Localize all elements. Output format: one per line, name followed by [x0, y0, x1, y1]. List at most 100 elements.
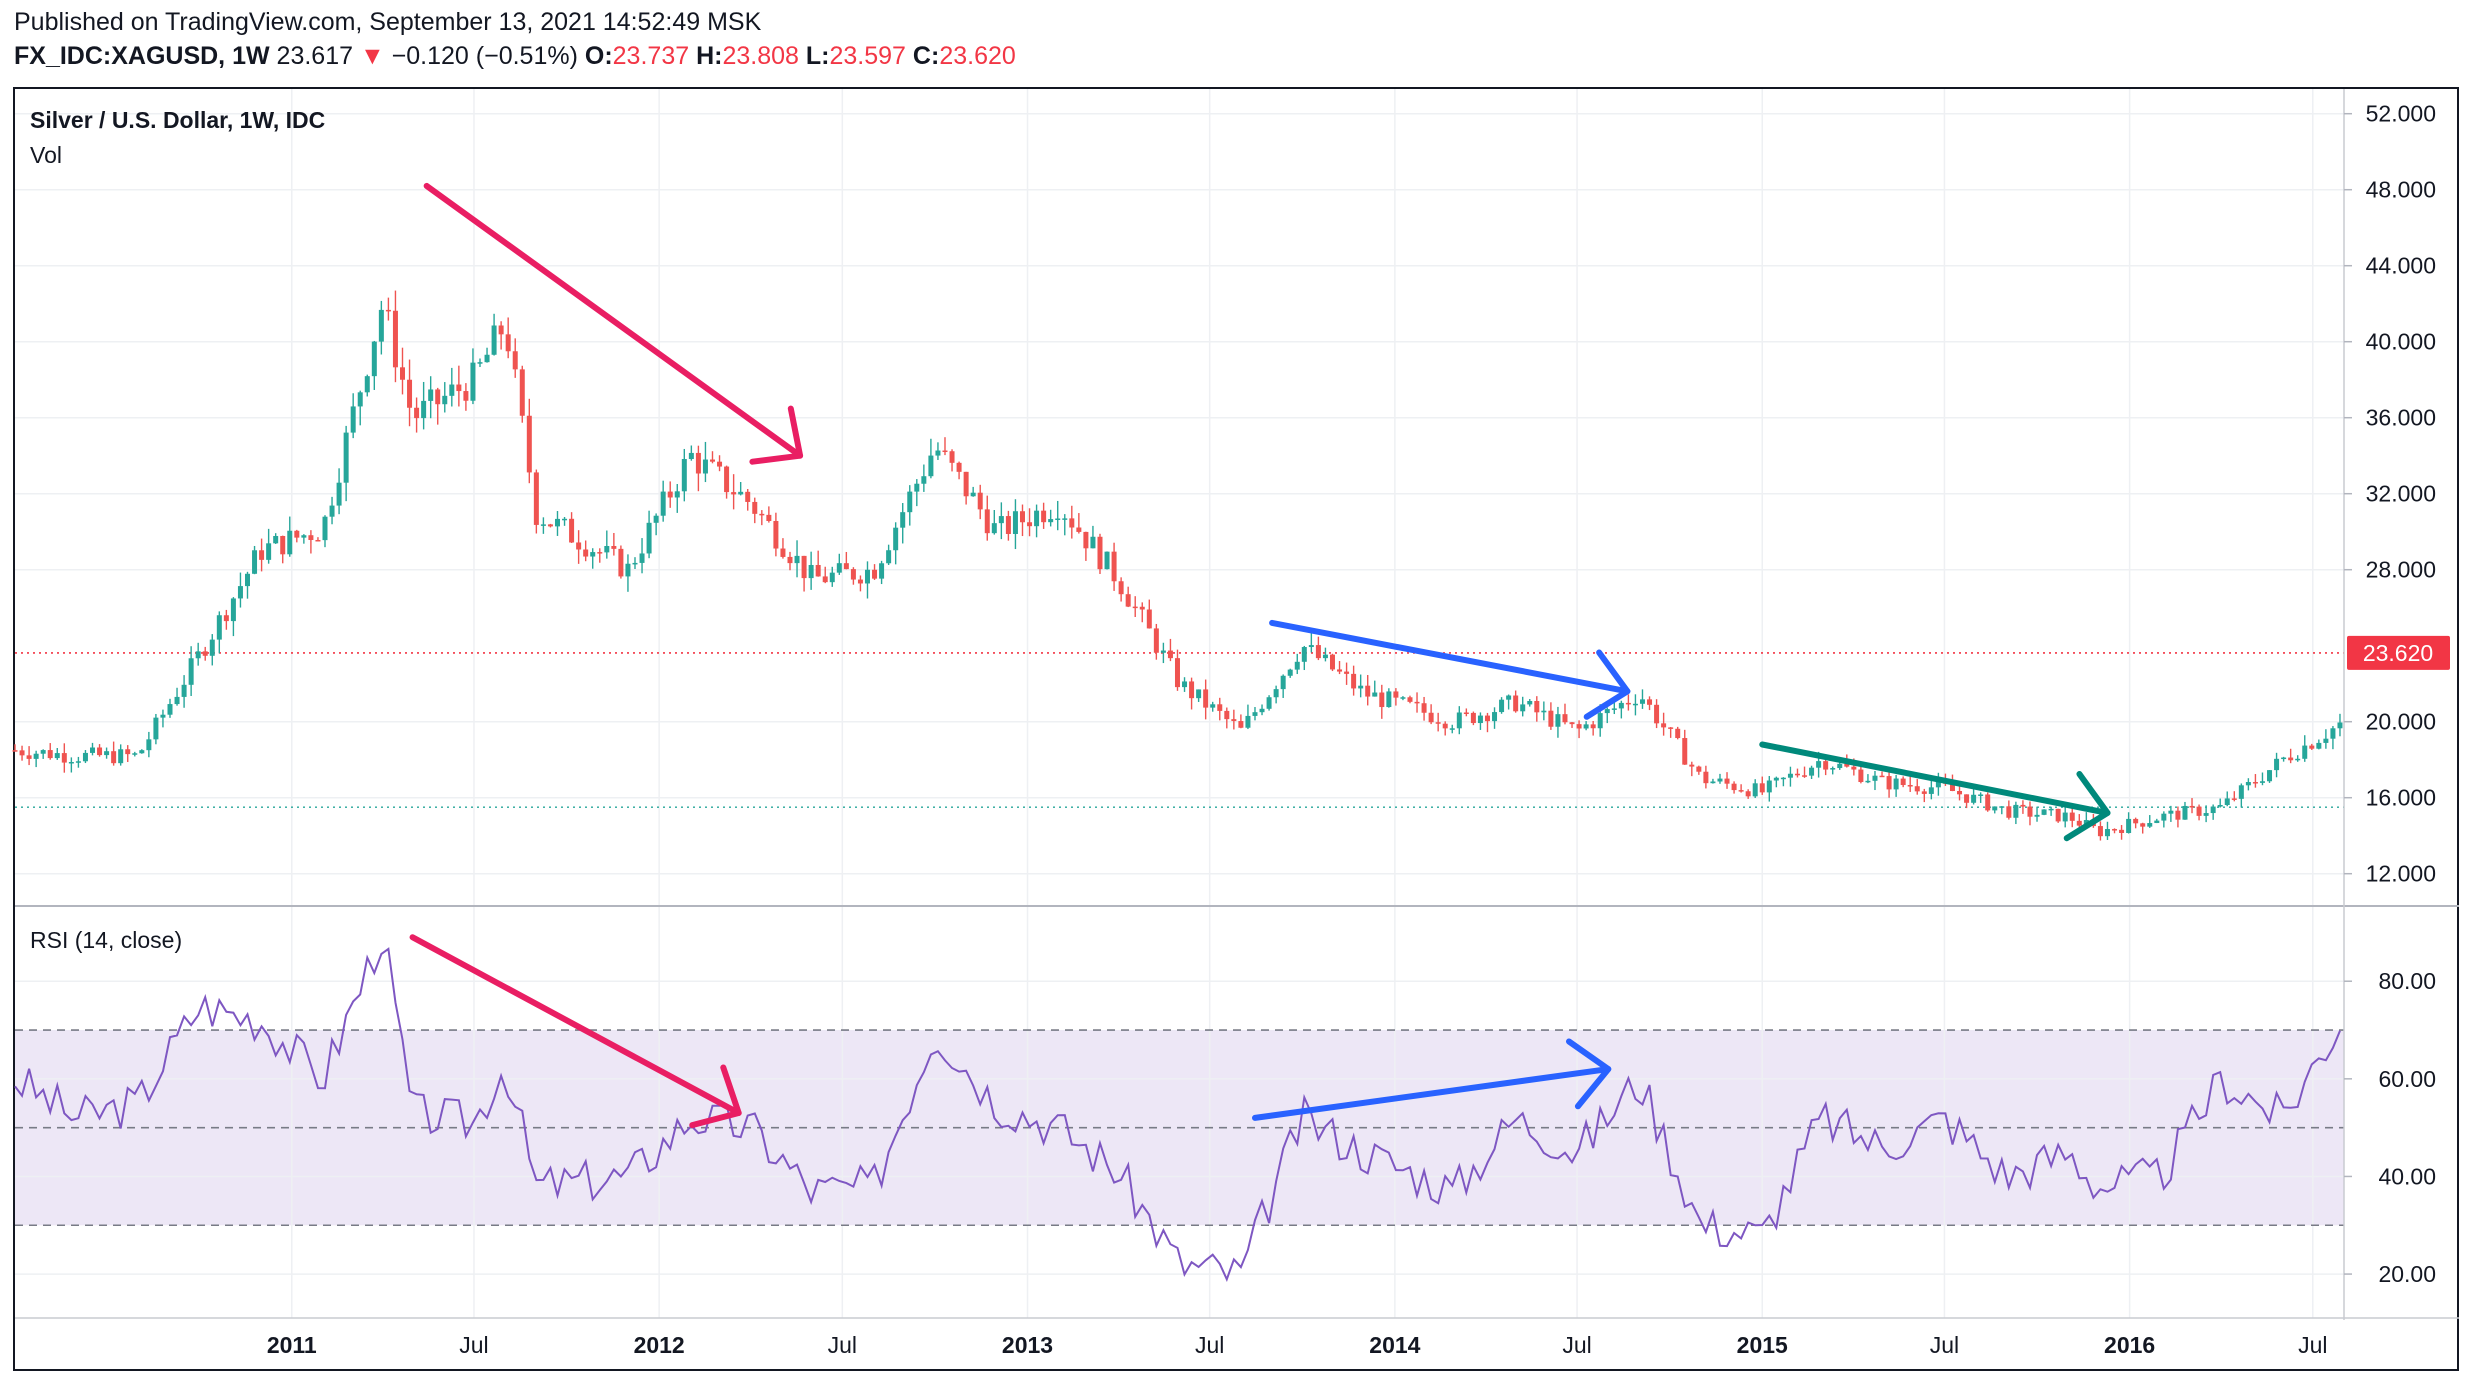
candle-body: [259, 550, 265, 560]
price-tick-label: 44.000: [2366, 253, 2436, 279]
candle-body: [1414, 701, 1420, 704]
candle-body: [928, 455, 934, 477]
candle-body: [1886, 776, 1892, 790]
candle-body: [2316, 742, 2322, 749]
candle-body: [1104, 551, 1110, 570]
candle-body: [1703, 771, 1709, 784]
candle-body: [1555, 714, 1561, 727]
candle-body: [1957, 790, 1963, 795]
candle-body: [2210, 806, 2216, 814]
candle-body: [273, 535, 279, 544]
candle-body: [1773, 777, 1779, 781]
candle-body: [731, 492, 737, 495]
time-tick-label: 2014: [1369, 1332, 1420, 1358]
candle-body: [632, 562, 638, 565]
rsi-tick-label: 40.00: [2378, 1163, 2436, 1189]
open-label: O:: [584, 42, 613, 70]
time-tick-label: 2011: [267, 1332, 317, 1358]
rsi-path: [14, 947, 2341, 1282]
candle-body: [681, 459, 687, 492]
candle-body: [2076, 820, 2082, 826]
rsi-axis-ticks[interactable]: 80.00 60.00 40.00 20.00: [2344, 968, 2436, 1287]
candle-body: [188, 658, 194, 685]
candle-body: [1492, 712, 1498, 722]
candle-body: [82, 752, 88, 762]
candle-body: [2126, 818, 2132, 833]
candle-body: [512, 351, 518, 370]
candle-body: [1428, 712, 1434, 723]
candle-body: [2097, 826, 2103, 837]
candle-body: [407, 379, 413, 408]
candle-body: [893, 527, 899, 551]
candle-body: [1174, 658, 1180, 688]
candle-body: [590, 552, 596, 557]
candle-body: [1562, 714, 1568, 723]
candle-body: [1435, 722, 1441, 724]
candle-body: [308, 535, 314, 540]
price-axis-ticks[interactable]: 52.000 48.000 44.000 40.000 36.000 32.000 28.0…: [2344, 101, 2436, 887]
candle-body: [1647, 699, 1653, 705]
candle-body: [1964, 794, 1970, 803]
candle-body: [1604, 709, 1610, 714]
candle-body: [1611, 708, 1617, 710]
price-arrow-blue-shaft: [1269, 619, 1631, 695]
candle-body: [1252, 712, 1258, 716]
candle-body: [1259, 708, 1265, 713]
candle-body: [1139, 606, 1145, 610]
candle-body: [526, 415, 532, 473]
candle-body: [1203, 689, 1209, 708]
time-tick-label: Jul: [2298, 1332, 2327, 1358]
candle-body: [2175, 810, 2181, 820]
candle-body: [2133, 818, 2139, 824]
candle-body: [2006, 806, 2012, 818]
candle-body: [195, 651, 201, 659]
candle-body: [1012, 511, 1018, 534]
candle-body: [688, 452, 694, 460]
candle-body: [2161, 813, 2167, 821]
candle-body: [118, 749, 124, 764]
candle-body: [146, 739, 152, 751]
candle-body: [2168, 810, 2174, 814]
candle-body: [2189, 805, 2195, 808]
close-label: C:: [912, 42, 940, 70]
candle-body: [2048, 808, 2054, 811]
candle-body: [2013, 804, 2019, 818]
candle-body: [1689, 764, 1695, 767]
candle-body: [1386, 691, 1392, 708]
candle-body: [794, 555, 800, 564]
low-label: L:: [805, 42, 830, 70]
candle-body: [33, 753, 39, 759]
candle-body: [364, 376, 370, 393]
candle-body: [879, 563, 885, 579]
candle-body: [1379, 692, 1385, 708]
candle-body: [836, 563, 842, 573]
candle-body: [47, 750, 53, 759]
candle-body: [1315, 645, 1321, 659]
symbol-name: FX_IDC:XAGUSD, 1W: [14, 42, 270, 70]
candle-body: [1597, 713, 1603, 729]
candle-body: [1167, 650, 1173, 659]
candle-body: [1499, 699, 1505, 713]
time-axis-ticks[interactable]: 2011 Jul 2012 Jul 2013 Jul 2014 Jul 2015 Jul 2016 J…: [267, 1332, 2328, 1358]
candle-body: [773, 520, 779, 549]
price-tick-label: 12.000: [2366, 861, 2436, 887]
candle-body: [2231, 798, 2237, 800]
candle-body: [244, 573, 250, 587]
candle-body: [160, 714, 166, 718]
candle-body: [1365, 685, 1371, 697]
candle-body: [2295, 758, 2301, 761]
price-arrow-green-shaft: [1759, 741, 2111, 816]
candle-body: [1745, 791, 1751, 797]
candle-body: [1449, 728, 1455, 730]
candle-body: [1816, 761, 1822, 768]
candle-body: [949, 451, 955, 463]
candle-body: [780, 548, 786, 557]
candle-body: [1146, 609, 1152, 629]
candle-body: [1111, 551, 1117, 582]
candle-body: [583, 549, 589, 557]
candle-body: [1456, 712, 1462, 729]
candle-body: [1048, 519, 1054, 523]
candle-body: [414, 407, 420, 419]
candle-body: [1470, 712, 1476, 724]
